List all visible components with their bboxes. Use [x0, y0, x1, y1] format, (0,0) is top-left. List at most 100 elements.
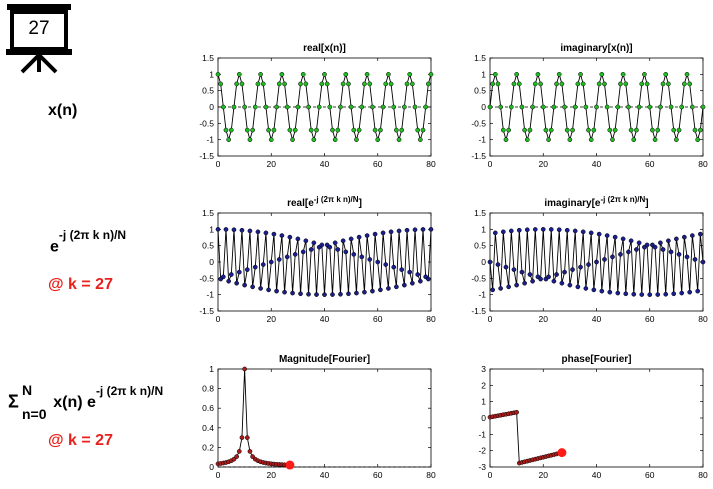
data-point [676, 252, 682, 257]
data-point [564, 227, 570, 233]
data-point [658, 104, 663, 110]
data-point [348, 236, 354, 242]
y-tick-label: 0 [209, 257, 214, 267]
data-point [660, 81, 666, 87]
y-tick-label: 0.5 [474, 241, 486, 251]
sum-k-label: @ k = 27 [48, 432, 113, 449]
data-point [428, 226, 434, 232]
data-point [258, 71, 263, 77]
data-point [266, 127, 271, 133]
data-point [538, 276, 543, 282]
data-point [692, 257, 698, 262]
x-tick-label: 80 [426, 314, 436, 324]
data-point [647, 292, 653, 298]
data-point [252, 104, 258, 110]
data-point [423, 104, 429, 110]
data-point [495, 81, 501, 87]
data-point [495, 262, 501, 267]
data-point [372, 231, 378, 237]
data-point [666, 81, 671, 87]
data-point [220, 274, 226, 280]
data-point [522, 280, 527, 286]
fourier-sum-label: Σ N n=0 x(n) e-j (2π k n)/N [8, 382, 163, 422]
data-point [668, 104, 674, 110]
data-point [372, 127, 378, 133]
data-point [655, 127, 661, 133]
data-point [335, 127, 341, 133]
data-point [666, 238, 671, 244]
data-point [338, 291, 343, 297]
data-point [556, 227, 562, 233]
data-point [402, 282, 407, 288]
data-point [314, 127, 319, 133]
data-point [690, 233, 695, 238]
data-point [247, 228, 253, 234]
y-tick-label: 1.5 [474, 208, 486, 218]
data-point [300, 249, 306, 255]
data-point [268, 259, 274, 265]
sum-body: x(n) e [53, 394, 96, 412]
data-point [631, 137, 637, 143]
data-point [618, 252, 623, 257]
data-point [527, 272, 533, 277]
data-point [554, 272, 559, 277]
data-point [695, 137, 701, 143]
x-tick-label: 0 [216, 470, 221, 480]
x-tick-label: 80 [698, 314, 708, 324]
kernel-base: e [50, 238, 59, 256]
y-tick-label: -1 [478, 290, 486, 300]
data-point [516, 227, 522, 233]
data-point [242, 104, 247, 110]
data-point [647, 104, 653, 110]
x-tick-label: 0 [488, 159, 493, 169]
data-point [615, 104, 621, 110]
data-point [508, 104, 514, 110]
data-point [500, 127, 506, 133]
data-point [583, 286, 589, 291]
data-point [532, 227, 538, 232]
data-point [519, 269, 525, 275]
data-point [306, 104, 311, 110]
y-tick-label: 0.5 [474, 86, 486, 96]
data-point [271, 231, 277, 237]
data-point [575, 284, 581, 290]
data-point [236, 449, 242, 454]
data-point [644, 242, 650, 248]
x-tick-label: 60 [373, 470, 383, 480]
chart-imag-kernel: imaginary[e-j (2π k n)/N] 0 20 40 60 80 1.5 1 0.… [471, 195, 708, 324]
data-point [308, 127, 314, 133]
y-tick-label: 1.5 [202, 208, 214, 218]
data-point [490, 81, 496, 87]
data-point [391, 264, 397, 270]
y-tick-label: 0.5 [202, 86, 214, 96]
data-point [244, 267, 250, 272]
data-point [492, 230, 498, 236]
data-point [282, 81, 287, 87]
data-point [636, 104, 642, 110]
y-tick-label: 0 [209, 102, 214, 112]
data-point [274, 288, 279, 294]
y-tick-label: 1 [481, 397, 486, 407]
data-point [380, 104, 386, 110]
x-tick-label: 0 [488, 470, 493, 480]
data-point [591, 127, 597, 133]
kernel-exponent: -j (2π k n)/N [58, 228, 127, 242]
data-point [391, 104, 397, 110]
x-tick-label: 20 [267, 314, 277, 324]
chart-title-exponent: -j (2π k n)/N [314, 195, 359, 204]
chart-title-main: real[e [287, 198, 314, 209]
data-point [330, 292, 335, 297]
data-point [551, 278, 557, 284]
y-tick-label: 0.8 [202, 384, 214, 394]
data-point [530, 104, 535, 110]
data-point [332, 137, 338, 143]
data-point [351, 127, 357, 133]
data-point [356, 127, 362, 133]
data-point [319, 81, 325, 87]
data-point [658, 240, 663, 246]
y-tick-label: 1 [481, 224, 486, 234]
sum-upper-limit: N [22, 382, 33, 398]
data-point [540, 226, 546, 232]
x-tick-label: 60 [645, 314, 655, 324]
chart-title-exponent: -j (2π k n)/N [601, 195, 646, 204]
